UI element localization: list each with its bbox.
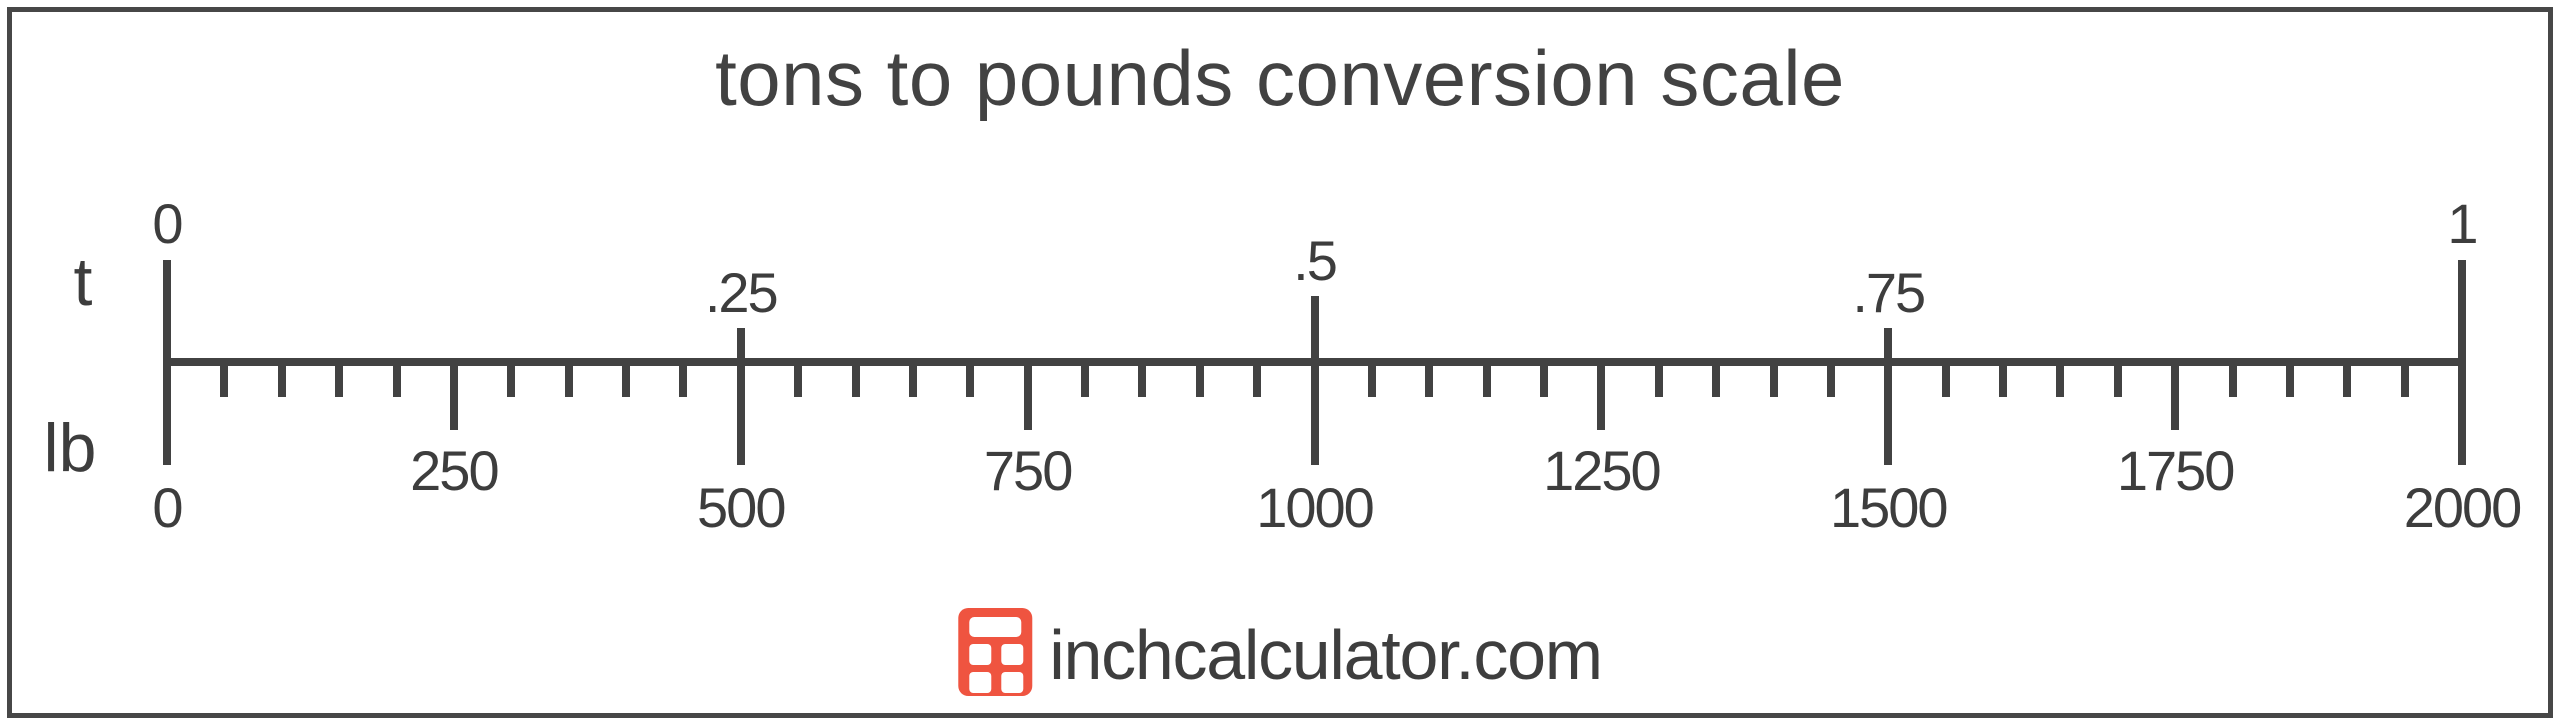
scale-tick [622, 358, 630, 397]
pounds-tick-label: 1250 [1543, 439, 1662, 502]
calculator-icon [958, 608, 1033, 696]
chart-title: tons to pounds conversion scale [715, 34, 1845, 122]
scale-tick [1941, 358, 1950, 397]
scale-tick [1712, 358, 1721, 397]
scale-tick [1367, 358, 1376, 397]
pounds-unit-label: lb [43, 410, 97, 486]
scale-tick [1654, 358, 1663, 397]
tons-unit-label: t [73, 244, 93, 320]
scale-tick [163, 260, 171, 465]
scale-tick [1597, 358, 1606, 430]
scale-tick [1769, 358, 1778, 397]
scale-tick [335, 358, 344, 397]
scale-tick [277, 358, 286, 397]
scale-tick [1884, 328, 1893, 465]
tons-tick-label: .25 [704, 261, 779, 324]
scale-tick [1540, 358, 1548, 397]
scale-tick [2228, 358, 2237, 397]
pounds-tick-label: 2000 [2403, 476, 2523, 539]
pounds-tick-label: 750 [983, 439, 1073, 502]
scale-tick [220, 358, 229, 397]
scale-tick [1253, 358, 1262, 397]
pounds-tick-label: 1500 [1829, 476, 1949, 539]
pounds-tick-label: 1000 [1256, 476, 1375, 539]
tons-tick-label: .75 [1852, 261, 1926, 324]
scale-tick [2113, 358, 2122, 397]
scale-tick [507, 358, 516, 397]
scale-tick [851, 358, 860, 397]
scale-tick [2171, 358, 2180, 430]
inchcalculator-logo: inchcalculator.com [958, 608, 1603, 696]
pounds-tick-label: 1750 [2116, 439, 2236, 502]
scale-tick [2458, 260, 2466, 465]
tons-tick-label: 0 [152, 192, 183, 255]
scale-tick [564, 358, 573, 397]
scale-tick [1310, 296, 1319, 465]
scale-tick [794, 358, 803, 397]
logo-text: inchcalculator.com [1049, 616, 1603, 694]
scale-tick [1195, 358, 1204, 397]
calculator-icon-button [969, 644, 992, 665]
scale-tick [1023, 358, 1032, 430]
scale-tick [908, 358, 917, 397]
pounds-tick-label: 0 [152, 476, 183, 539]
scale-tick [1138, 358, 1147, 397]
tons-tick-label: 1 [2447, 192, 2478, 255]
scale-tick [2285, 358, 2294, 397]
calculator-icon-button [969, 672, 992, 693]
scale-tick [392, 358, 401, 397]
scale-tick [1826, 358, 1835, 397]
scale-tick [736, 328, 745, 465]
calculator-icon-display [969, 617, 1022, 637]
calculator-icon-button [1001, 672, 1024, 693]
pounds-tick-label: 250 [410, 439, 499, 502]
pounds-tick-label: 500 [697, 476, 786, 539]
scale-tick [449, 358, 458, 430]
scale-tick [1425, 358, 1434, 397]
tons-tick-label: .5 [1293, 229, 1338, 292]
calculator-icon-button [1001, 644, 1024, 665]
scale-tick [2343, 358, 2352, 397]
scale-tick [1081, 358, 1089, 397]
scale-tick [2056, 358, 2065, 397]
scale-tick [1999, 358, 2007, 397]
scale-tick [679, 358, 688, 397]
scale-tick [1482, 358, 1491, 397]
scale-tick [2400, 358, 2409, 397]
scale-tick [966, 358, 975, 397]
